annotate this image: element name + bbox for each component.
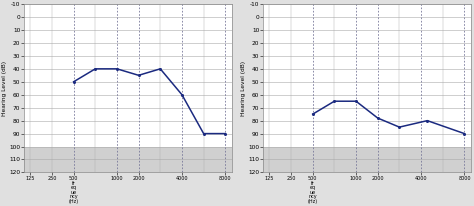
Y-axis label: Hearing Level (dB): Hearing Level (dB) <box>2 61 7 116</box>
Bar <box>24 146 232 172</box>
Y-axis label: Hearing Level (dB): Hearing Level (dB) <box>241 61 246 116</box>
Bar <box>263 146 471 172</box>
